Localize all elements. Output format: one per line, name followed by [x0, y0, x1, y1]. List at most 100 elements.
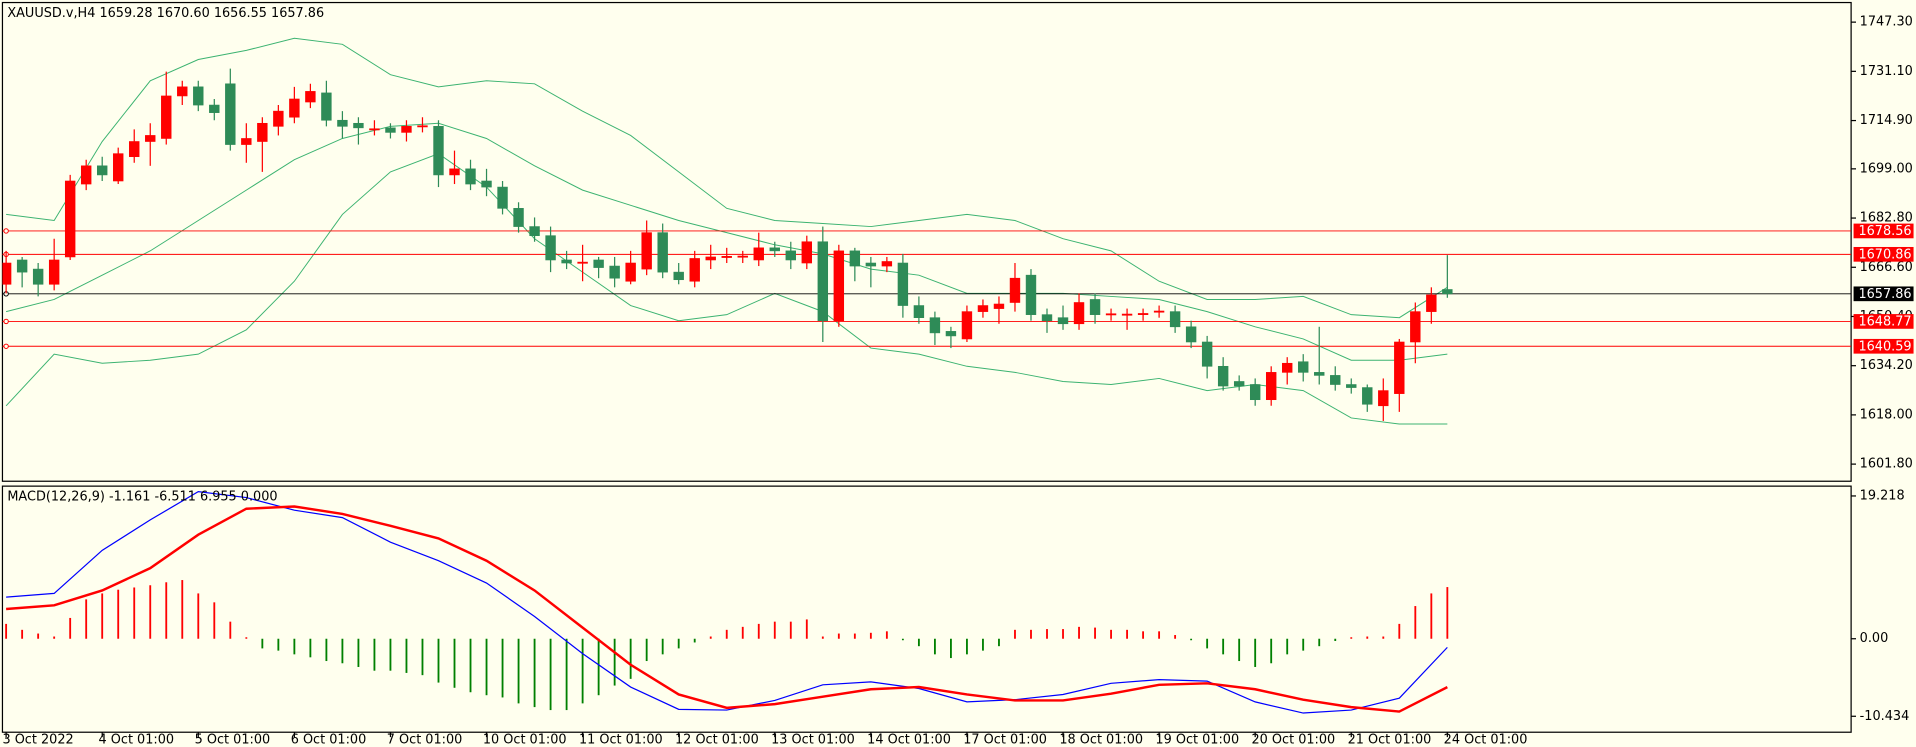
candle-body [32, 268, 44, 285]
histogram-bar [1318, 638, 1321, 647]
histogram-bar [1366, 636, 1369, 639]
histogram-bar [837, 633, 840, 639]
candle-body [1426, 294, 1437, 312]
candle-body [865, 262, 877, 267]
candle-body [561, 259, 572, 264]
histogram-bar [197, 593, 200, 639]
candle-body [529, 226, 540, 236]
candle-body [145, 135, 156, 142]
candle-body [1201, 341, 1213, 367]
histogram-bar [1222, 638, 1225, 655]
candle-body [913, 305, 925, 318]
histogram-bar [1334, 638, 1337, 641]
histogram-bar [677, 638, 680, 649]
candle-body [1330, 375, 1341, 385]
histogram-bar [693, 638, 696, 643]
price-label-box [1853, 286, 1914, 302]
histogram-bar [1286, 638, 1289, 655]
candle-body [337, 119, 348, 127]
candle-body [689, 258, 700, 282]
candle-body [1394, 341, 1405, 394]
histogram-bar [1254, 638, 1257, 667]
candle-body [481, 180, 492, 188]
histogram-bar [85, 599, 88, 639]
candle-body [785, 250, 796, 261]
histogram-bar [501, 638, 504, 698]
candle-body [705, 256, 716, 261]
x-tick-label: 12 Oct 01:00 [675, 733, 759, 747]
histogram-bar [966, 638, 968, 655]
candle-body [113, 153, 124, 182]
histogram-bar [469, 638, 472, 693]
x-tick-label: 11 Oct 01:00 [579, 733, 663, 747]
histogram-bar [117, 589, 120, 639]
candle-body [625, 262, 636, 282]
candle-body [1137, 313, 1149, 315]
histogram-bar [181, 580, 184, 639]
candle-body [849, 250, 861, 267]
price-label-box [1853, 314, 1914, 329]
histogram-bar [69, 617, 72, 639]
price-line-anchor [3, 318, 9, 325]
candle-body [129, 141, 140, 158]
price-label-box [1853, 338, 1914, 354]
histogram-bar [293, 638, 296, 655]
histogram-bar [741, 626, 744, 639]
y-tick-label: 1682.80 [1860, 211, 1913, 226]
y-tick-label: 1699.00 [1860, 161, 1913, 176]
candle-body [769, 247, 780, 252]
candle-body [193, 86, 204, 106]
macd-pane [1, 485, 1852, 733]
indicator-line [6, 505, 1448, 713]
histogram-bar [1142, 631, 1145, 639]
price-label: 1670.86 [1858, 247, 1911, 262]
histogram-bar [869, 632, 872, 639]
candle-body [465, 168, 476, 185]
candle-body [1442, 289, 1453, 295]
histogram-bar [421, 638, 424, 676]
histogram-bar [1062, 629, 1064, 639]
histogram-bar [597, 638, 600, 696]
x-tick-label: 4 Oct 01:00 [99, 733, 175, 747]
candle-body [2, 262, 12, 285]
candle-body [401, 126, 412, 133]
candle-body [1362, 387, 1373, 405]
histogram-bar [1430, 593, 1433, 639]
candle-body [433, 126, 444, 176]
histogram-bar [229, 621, 232, 639]
candle-body [673, 271, 684, 281]
candle-body [609, 265, 620, 279]
x-tick-label: 20 Oct 01:00 [1252, 733, 1336, 747]
histogram-bar [341, 638, 344, 664]
candle-body [1410, 311, 1421, 343]
y-tick-label: 1618.00 [1860, 407, 1913, 422]
candle-body [273, 110, 284, 127]
candle-body [1121, 313, 1133, 316]
candle-body [1105, 313, 1117, 316]
candle-body [1073, 302, 1085, 325]
histogram-bar [1270, 638, 1273, 664]
histogram-bar [165, 582, 168, 639]
candle-body [1025, 274, 1037, 315]
candle-body [385, 127, 396, 133]
histogram-bar [437, 638, 440, 683]
x-tick-label: 7 Oct 01:00 [387, 733, 463, 747]
histogram-bar [1382, 636, 1385, 639]
price-label: 1678.56 [1858, 224, 1911, 239]
histogram-bar [485, 638, 488, 696]
histogram-bar [757, 623, 760, 639]
histogram-bar [645, 638, 648, 662]
histogram-bar [933, 638, 936, 655]
x-tick-label: 6 Oct 01:00 [291, 733, 367, 747]
histogram-bar [1206, 638, 1209, 649]
histogram-bar [805, 619, 808, 639]
candle-body [1265, 372, 1277, 401]
histogram-bar [37, 633, 40, 639]
candle-body [177, 86, 188, 97]
candle-body [321, 92, 332, 121]
y-tick-label: 1747.30 [1860, 15, 1913, 30]
candle-body [369, 128, 380, 131]
indicator-line [6, 122, 1448, 361]
x-tick-label: 14 Oct 01:00 [867, 733, 951, 747]
candle-body [1185, 326, 1197, 343]
